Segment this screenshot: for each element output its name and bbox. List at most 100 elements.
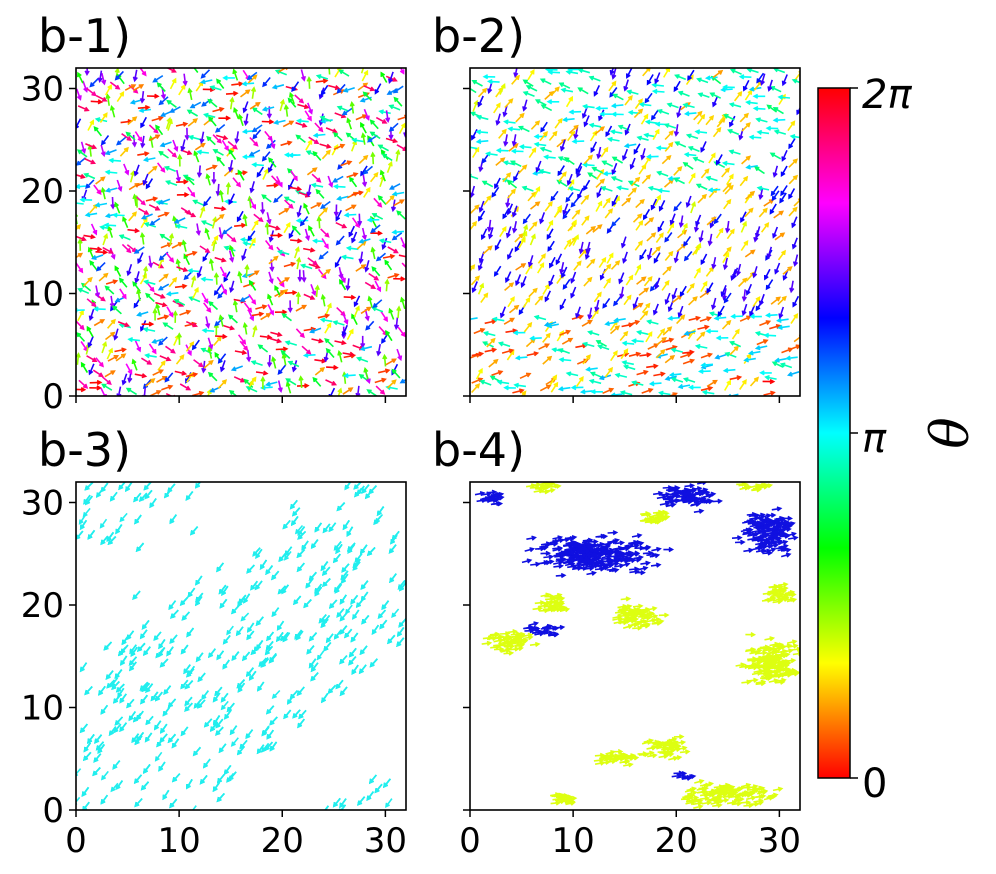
arrow-marker — [647, 516, 658, 522]
arrow-marker — [697, 113, 706, 125]
arrow-marker — [211, 234, 219, 247]
arrow-marker — [277, 585, 287, 595]
arrow-marker — [91, 254, 104, 260]
arrow-marker — [769, 641, 780, 647]
arrow-marker — [145, 683, 154, 693]
arrow-marker — [271, 570, 280, 581]
arrow-marker — [166, 68, 177, 73]
arrow-marker — [614, 372, 628, 378]
arrow-marker — [265, 139, 276, 149]
arrow-marker — [787, 535, 799, 541]
arrow-marker — [208, 300, 219, 311]
arrow-marker — [537, 253, 546, 264]
arrow-marker — [158, 150, 169, 159]
arrow-marker — [127, 116, 138, 126]
arrow-marker — [85, 143, 98, 150]
arrow-marker — [317, 268, 327, 280]
arrow-marker — [683, 111, 697, 117]
arrow-marker — [547, 539, 558, 545]
arrow-marker — [547, 69, 561, 75]
arrow-marker — [157, 283, 170, 291]
arrow-marker — [360, 121, 367, 134]
arrow-marker — [658, 390, 671, 396]
arrow-marker — [291, 360, 298, 373]
arrow-marker — [641, 388, 654, 394]
arrow-marker — [756, 129, 770, 136]
arrow-marker — [724, 379, 732, 391]
arrow-marker — [582, 103, 595, 110]
arrow-marker — [532, 605, 544, 612]
arrow-marker — [396, 305, 402, 319]
arrow-marker — [241, 248, 247, 261]
arrow-marker — [375, 385, 386, 395]
arrow-marker — [249, 181, 255, 194]
arrow-marker — [729, 68, 742, 75]
arrow-marker — [84, 482, 94, 491]
arrow-marker — [511, 74, 521, 85]
arrow-marker — [143, 265, 149, 279]
colorbar-tick-label-pi: π — [862, 416, 887, 462]
arrow-marker — [587, 552, 598, 558]
arrow-marker — [304, 110, 312, 122]
arrow-marker — [740, 799, 752, 806]
arrow-marker — [366, 389, 378, 396]
arrow-marker — [699, 316, 712, 323]
arrow-marker — [141, 321, 155, 327]
arrow-marker — [182, 73, 188, 87]
arrow-marker — [749, 788, 760, 794]
arrow-marker — [580, 194, 590, 205]
arrow-marker — [612, 616, 623, 622]
arrow-marker — [544, 593, 556, 600]
arrow-marker — [325, 379, 338, 386]
arrow-marker — [277, 380, 283, 393]
arrow-marker — [745, 99, 758, 106]
arrow-marker — [216, 650, 225, 661]
arrow-marker — [268, 157, 277, 168]
arrow-marker — [527, 255, 534, 268]
arrow-marker — [526, 535, 537, 541]
arrow-marker — [322, 614, 331, 625]
arrow-marker — [634, 98, 643, 110]
arrow-marker — [474, 491, 486, 497]
arrow-marker — [388, 544, 397, 554]
arrow-marker — [780, 552, 792, 558]
arrow-marker — [101, 383, 113, 391]
arrow-marker — [105, 187, 118, 193]
arrow-marker — [769, 152, 782, 160]
arrow-marker — [555, 253, 563, 266]
arrow-marker — [139, 91, 146, 104]
arrow-marker — [104, 169, 118, 175]
arrow-marker — [553, 560, 564, 566]
arrow-marker — [481, 180, 494, 188]
arrow-marker — [154, 751, 163, 762]
arrow-marker — [245, 667, 254, 677]
arrow-marker — [639, 545, 651, 552]
arrow-marker — [653, 252, 661, 264]
arrow-marker — [651, 82, 664, 88]
arrow-marker — [335, 209, 343, 222]
arrow-marker — [731, 535, 743, 541]
arrow-marker — [397, 326, 406, 338]
arrow-marker — [746, 68, 759, 74]
arrow-marker — [633, 108, 644, 119]
arrow-marker — [772, 165, 779, 178]
arrow-marker — [95, 741, 105, 751]
arrow-marker — [494, 239, 502, 251]
arrow-marker — [677, 305, 684, 318]
arrow-marker — [371, 624, 380, 635]
arrow-marker — [337, 349, 343, 363]
arrow-marker — [364, 260, 370, 273]
arrow-marker — [289, 186, 303, 192]
arrow-marker — [534, 295, 544, 306]
arrow-marker — [364, 281, 377, 289]
arrow-marker — [201, 690, 209, 701]
arrow-marker — [772, 664, 784, 670]
arrow-marker — [115, 683, 125, 693]
arrow-marker — [729, 345, 740, 356]
arrow-marker — [758, 541, 770, 547]
arrow-marker — [740, 782, 752, 788]
arrow-marker — [683, 151, 697, 158]
arrow-marker — [673, 80, 681, 93]
arrow-marker — [602, 387, 615, 395]
arrow-marker — [247, 74, 258, 84]
